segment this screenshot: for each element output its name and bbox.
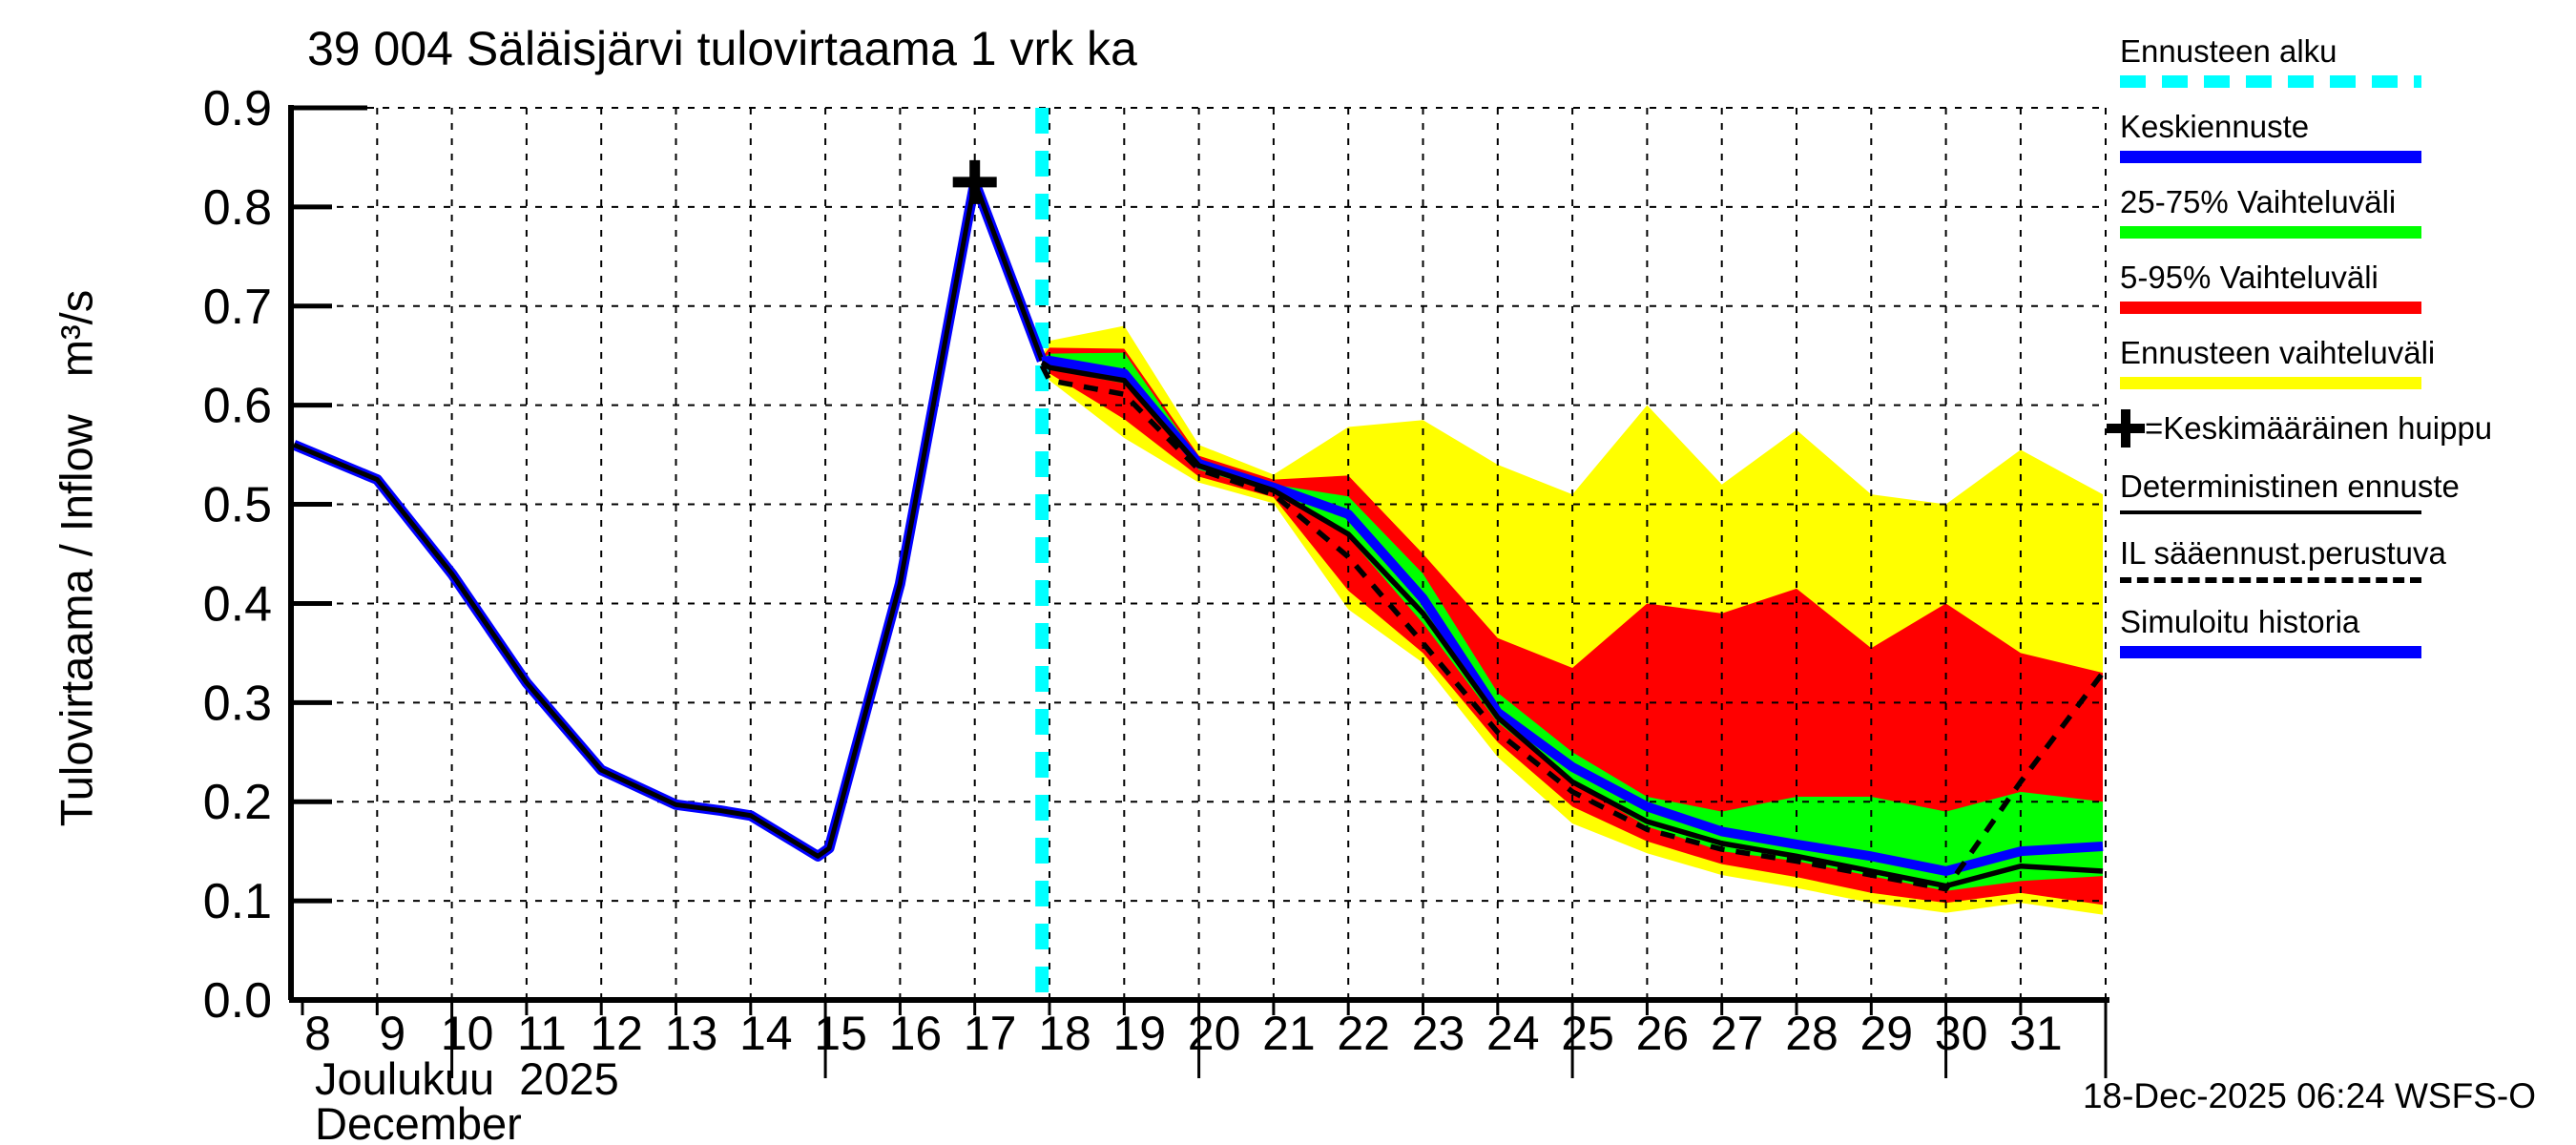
x-tick-label-28: 28 bbox=[1785, 1007, 1839, 1060]
timestamp: 18-Dec-2025 06:24 WSFS-O bbox=[2082, 1076, 2536, 1115]
y-tick-label-0.9: 0.9 bbox=[203, 81, 272, 136]
x-tick-label-22: 22 bbox=[1337, 1007, 1390, 1060]
legend-item-0: Ennusteen alku bbox=[2120, 32, 2568, 88]
y-tick-label-0.3: 0.3 bbox=[203, 676, 272, 731]
x-axis-month-label-fi: Joulukuu 2025 bbox=[315, 1053, 619, 1104]
legend-label: =Keskimääräinen huippu bbox=[2145, 410, 2493, 446]
x-tick-label-10: 10 bbox=[441, 1007, 494, 1060]
y-tick-label-0.7: 0.7 bbox=[203, 280, 272, 335]
x-tick-label-14: 14 bbox=[739, 1007, 793, 1060]
band-5-95 bbox=[1042, 347, 2104, 906]
x-tick-label-20: 20 bbox=[1188, 1007, 1241, 1060]
y-tick-label-0.2: 0.2 bbox=[203, 775, 272, 830]
x-tick-label-12: 12 bbox=[590, 1007, 643, 1060]
legend-item-6: Deterministinen ennuste bbox=[2120, 468, 2568, 514]
x-tick-label-13: 13 bbox=[665, 1007, 718, 1060]
x-tick-label-25: 25 bbox=[1561, 1007, 1614, 1060]
legend-label: Ennusteen alku bbox=[2120, 33, 2337, 69]
legend-swatch-bar bbox=[2120, 646, 2421, 658]
y-tick-label-0.6: 0.6 bbox=[203, 379, 272, 434]
x-tick-label-30: 30 bbox=[1935, 1007, 1988, 1060]
legend-label: IL sääennust.perustuva bbox=[2120, 535, 2446, 571]
legend-item-5: =Keskimääräinen huippu bbox=[2107, 409, 2568, 448]
deterministic-forecast-line bbox=[1040, 360, 2104, 889]
x-tick-label-9: 9 bbox=[379, 1007, 405, 1060]
x-tick-label-8: 8 bbox=[304, 1007, 331, 1060]
y-tick-label-0.1: 0.1 bbox=[203, 874, 272, 929]
x-tick-label-16: 16 bbox=[889, 1007, 943, 1060]
legend-item-3: 5-95% Vaihteluväli bbox=[2120, 259, 2568, 314]
legend-label: Simuloitu historia bbox=[2120, 604, 2360, 639]
legend-swatch-bar bbox=[2120, 226, 2421, 239]
legend-item-8: Simuloitu historia bbox=[2120, 603, 2568, 658]
x-tick-label-26: 26 bbox=[1636, 1007, 1690, 1060]
il-weather-forecast-line bbox=[1039, 364, 2106, 892]
x-tick-label-23: 23 bbox=[1412, 1007, 1465, 1060]
y-axis-label: Tulovirtaama / Inflow m³/s bbox=[51, 289, 102, 827]
legend-swatch-bar bbox=[2120, 377, 2421, 389]
y-tick-label-0.4: 0.4 bbox=[203, 576, 272, 632]
plus-marker-icon bbox=[2107, 409, 2145, 448]
page-title: 39 004 Säläisjärvi tulovirtaama 1 vrk ka bbox=[307, 22, 1137, 75]
y-tick-label-0.5: 0.5 bbox=[203, 478, 272, 533]
x-tick-label-15: 15 bbox=[814, 1007, 867, 1060]
legend-swatch-cyan-dashed bbox=[2120, 75, 2421, 88]
x-tick-label-18: 18 bbox=[1038, 1007, 1091, 1060]
legend-label: Deterministinen ennuste bbox=[2120, 468, 2460, 504]
history-line-black-core bbox=[293, 179, 1045, 859]
legend-swatch-bar bbox=[2120, 151, 2421, 163]
legend-item-2: 25-75% Vaihteluväli bbox=[2120, 183, 2568, 239]
x-tick-label-29: 29 bbox=[1859, 1007, 1913, 1060]
x-tick-label-19: 19 bbox=[1112, 1007, 1166, 1060]
x-tick-label-27: 27 bbox=[1711, 1007, 1764, 1060]
y-tick-label-0.0: 0.0 bbox=[203, 973, 272, 1029]
legend-label: 5-95% Vaihteluväli bbox=[2120, 260, 2379, 295]
legend-label: Keskiennuste bbox=[2120, 109, 2310, 144]
legend-item-1: Keskiennuste bbox=[2120, 108, 2568, 163]
legend-swatch-thin-line bbox=[2120, 510, 2421, 514]
legend-label: 25-75% Vaihteluväli bbox=[2120, 184, 2397, 219]
x-tick-label-31: 31 bbox=[2009, 1007, 2063, 1060]
legend-label: Ennusteen vaihteluväli bbox=[2120, 335, 2436, 370]
x-tick-label-11: 11 bbox=[517, 1007, 567, 1060]
legend-item-4: Ennusteen vaihteluväli bbox=[2120, 334, 2568, 389]
x-tick-label-24: 24 bbox=[1486, 1007, 1540, 1060]
legend-item-7: IL sääennust.perustuva bbox=[2120, 534, 2568, 583]
median-forecast-line bbox=[1041, 355, 2104, 876]
legend-swatch-bar bbox=[2120, 302, 2421, 314]
x-tick-label-21: 21 bbox=[1262, 1007, 1316, 1060]
legend: Ennusteen alku Keskiennuste 25-75% Vaihtel… bbox=[2107, 32, 2568, 678]
x-axis-month-label-en: December bbox=[315, 1098, 522, 1145]
y-tick-label-0.8: 0.8 bbox=[203, 180, 272, 236]
legend-swatch-dashed-line bbox=[2120, 577, 2421, 583]
x-tick-label-17: 17 bbox=[964, 1007, 1017, 1060]
